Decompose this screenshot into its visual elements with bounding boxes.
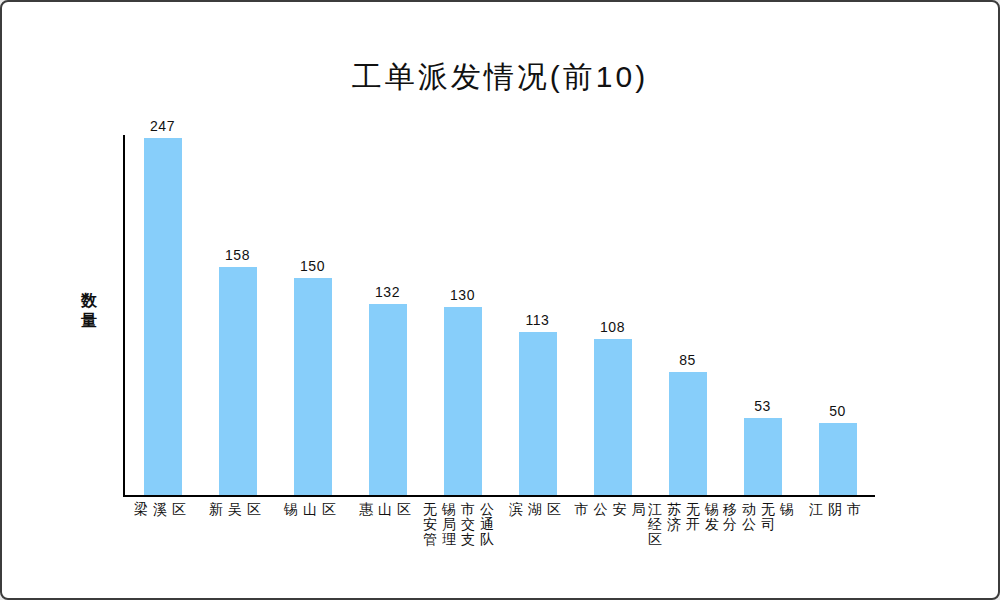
bar-value-label: 150 <box>300 258 325 274</box>
category-label: 江阴市 <box>809 502 866 517</box>
bar-value-label: 108 <box>600 319 625 335</box>
bar-value-label: 50 <box>829 403 846 419</box>
bar <box>669 372 707 495</box>
bar-value-label: 132 <box>375 284 400 300</box>
category-label: 市公安局 <box>575 502 651 517</box>
bar <box>369 304 407 495</box>
category-label: 锡山区 <box>284 502 341 517</box>
bar <box>594 339 632 495</box>
bar-slot: 150锡山区 <box>275 135 350 495</box>
bar-slot: 53移动无锡分公司 <box>725 135 800 495</box>
bar-slot: 113滨湖区 <box>500 135 575 495</box>
bar-value-label: 53 <box>754 398 771 414</box>
bar-value-label: 85 <box>679 352 696 368</box>
bar <box>294 278 332 495</box>
category-label: 移动无锡分公司 <box>723 502 802 532</box>
bar-value-label: 158 <box>225 247 250 263</box>
bar <box>744 418 782 495</box>
bar-value-label: 113 <box>526 312 550 328</box>
category-label: 江苏无锡经济开发区 <box>648 502 727 547</box>
bar-value-label: 247 <box>150 118 175 134</box>
bar <box>819 423 857 495</box>
bar <box>519 332 557 495</box>
chart-window: 工单派发情况(前10) 数量 247梁溪区158新吴区150锡山区132惠山区1… <box>0 0 1000 600</box>
bar-slot: 50江阴市 <box>800 135 875 495</box>
bar <box>219 267 257 495</box>
bar-value-label: 130 <box>450 287 475 303</box>
bar-slot: 85江苏无锡经济开发区 <box>650 135 725 495</box>
bar-slot: 108市公安局 <box>575 135 650 495</box>
plot-area: 247梁溪区158新吴区150锡山区132惠山区130无锡市公安局交通管理支队1… <box>123 135 875 497</box>
category-label: 惠山区 <box>359 502 416 517</box>
bar <box>144 138 182 495</box>
category-label: 梁溪区 <box>134 502 191 517</box>
y-axis-label: 数量 <box>78 291 100 331</box>
category-label: 滨湖区 <box>509 502 566 517</box>
bar-slot: 158新吴区 <box>200 135 275 495</box>
category-label: 新吴区 <box>209 502 266 517</box>
bar <box>444 307 482 495</box>
bar-slot: 130无锡市公安局交通管理支队 <box>425 135 500 495</box>
category-label: 无锡市公安局交通管理支队 <box>423 502 502 547</box>
bar-slot: 132惠山区 <box>350 135 425 495</box>
chart-title: 工单派发情况(前10) <box>2 57 998 98</box>
bar-slot: 247梁溪区 <box>125 135 200 495</box>
